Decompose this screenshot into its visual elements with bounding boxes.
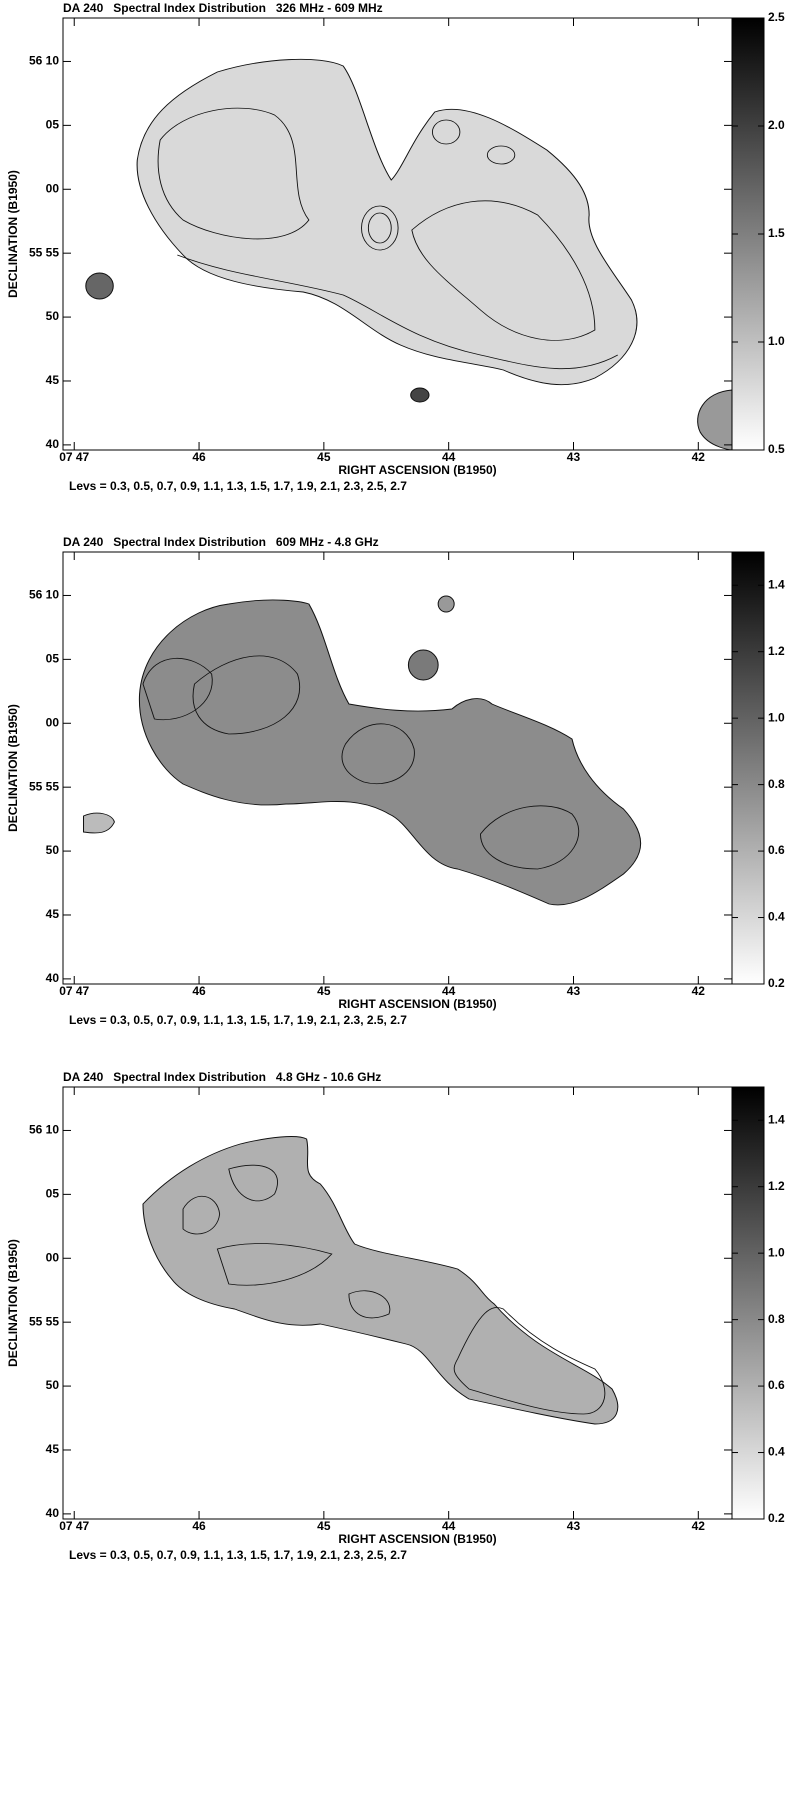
colorbar-tick-label: 1.0: [768, 334, 785, 348]
y-tick-label: 05: [46, 1187, 60, 1201]
figure: DA 240 Spectral Index Distribution 326 M…: [0, 0, 801, 1808]
y-tick-label: 55 55: [29, 1314, 59, 1328]
y-tick-label: 40: [46, 1506, 60, 1520]
y-tick-label: 40: [46, 971, 60, 985]
x-tick-label: 44: [442, 1519, 456, 1533]
x-axis-label: RIGHT ASCENSION (B1950): [338, 463, 496, 477]
x-tick-label: 45: [317, 1519, 331, 1533]
radio-source: [84, 813, 115, 833]
x-tick-label: 45: [317, 450, 331, 464]
x-tick-label: 46: [192, 984, 206, 998]
y-tick-label: 56 10: [29, 588, 59, 602]
radio-source: [139, 600, 640, 905]
radio-source: [408, 650, 438, 680]
x-tick-label: 07 47: [59, 450, 89, 464]
colorbar-tick-label: 1.2: [768, 644, 785, 658]
colorbar-tick-label: 0.2: [768, 976, 785, 990]
colorbar-tick-label: 0.2: [768, 1511, 785, 1525]
colorbar-tick-label: 0.5: [768, 442, 785, 456]
x-tick-label: 44: [442, 450, 456, 464]
source-map: [84, 596, 641, 905]
source-map: [143, 1137, 618, 1424]
y-tick-label: 50: [46, 1378, 60, 1392]
colorbar-tick-label: 1.4: [768, 1112, 785, 1126]
x-tick-label: 46: [192, 450, 206, 464]
x-tick-label: 44: [442, 984, 456, 998]
y-axis-label: DECLINATION (B1950): [6, 170, 20, 298]
radio-source: [411, 388, 429, 402]
y-tick-label: 50: [46, 309, 60, 323]
x-axis-label: RIGHT ASCENSION (B1950): [338, 997, 496, 1011]
colorbar-tick-label: 1.4: [768, 577, 785, 591]
y-tick-label: 00: [46, 715, 60, 729]
radio-source: [143, 1137, 618, 1424]
y-tick-label: 50: [46, 843, 60, 857]
colorbar-tick-label: 1.5: [768, 226, 785, 240]
radio-source: [86, 273, 113, 299]
x-tick-label: 42: [692, 984, 706, 998]
colorbar-tick-label: 1.2: [768, 1179, 785, 1193]
y-tick-label: 55 55: [29, 779, 59, 793]
x-tick-label: 42: [692, 450, 706, 464]
levels-note: Levs = 0.3, 0.5, 0.7, 0.9, 1.1, 1.3, 1.5…: [69, 479, 407, 493]
x-axis-label: RIGHT ASCENSION (B1950): [338, 1532, 496, 1546]
x-tick-label: 07 47: [59, 984, 89, 998]
y-tick-label: 05: [46, 118, 60, 132]
levels-note: Levs = 0.3, 0.5, 0.7, 0.9, 1.1, 1.3, 1.5…: [69, 1013, 407, 1027]
y-tick-label: 45: [46, 907, 60, 921]
colorbar-tick-label: 0.4: [768, 910, 785, 924]
y-tick-label: 45: [46, 373, 60, 387]
y-tick-label: 56 10: [29, 1123, 59, 1137]
panel-title: DA 240 Spectral Index Distribution 609 M…: [63, 535, 379, 549]
x-tick-label: 43: [567, 984, 581, 998]
colorbar-tick-label: 0.6: [768, 1378, 785, 1392]
colorbar-tick-label: 0.4: [768, 1445, 785, 1459]
colorbar-tick-label: 0.8: [768, 1312, 785, 1326]
y-axis-label: DECLINATION (B1950): [6, 704, 20, 832]
colorbar-tick-label: 0.8: [768, 777, 785, 791]
colorbar-tick-label: 2.5: [768, 10, 785, 24]
y-tick-label: 55 55: [29, 245, 59, 259]
panel-title: DA 240 Spectral Index Distribution 4.8 G…: [63, 1070, 381, 1084]
levels-note: Levs = 0.3, 0.5, 0.7, 0.9, 1.1, 1.3, 1.5…: [69, 1548, 407, 1562]
x-tick-label: 07 47: [59, 1519, 89, 1533]
y-tick-label: 05: [46, 652, 60, 666]
colorbar: [732, 552, 764, 984]
colorbar: [732, 1087, 764, 1519]
x-tick-label: 43: [567, 450, 581, 464]
y-tick-label: 00: [46, 181, 60, 195]
x-tick-label: 43: [567, 1519, 581, 1533]
panel-title: DA 240 Spectral Index Distribution 326 M…: [63, 1, 383, 15]
x-tick-label: 45: [317, 984, 331, 998]
y-tick-label: 00: [46, 1250, 60, 1264]
y-tick-label: 40: [46, 437, 60, 451]
y-tick-label: 56 10: [29, 54, 59, 68]
x-tick-label: 42: [692, 1519, 706, 1533]
source-map: [86, 59, 732, 450]
colorbar-tick-label: 1.0: [768, 710, 785, 724]
y-tick-label: 45: [46, 1442, 60, 1456]
colorbar-tick-label: 1.0: [768, 1245, 785, 1259]
colorbar-tick-label: 2.0: [768, 118, 785, 132]
x-tick-label: 46: [192, 1519, 206, 1533]
radio-source: [438, 596, 454, 612]
radio-source: [137, 59, 637, 384]
y-axis-label: DECLINATION (B1950): [6, 1239, 20, 1367]
radio-source: [698, 390, 733, 450]
colorbar-tick-label: 0.6: [768, 843, 785, 857]
